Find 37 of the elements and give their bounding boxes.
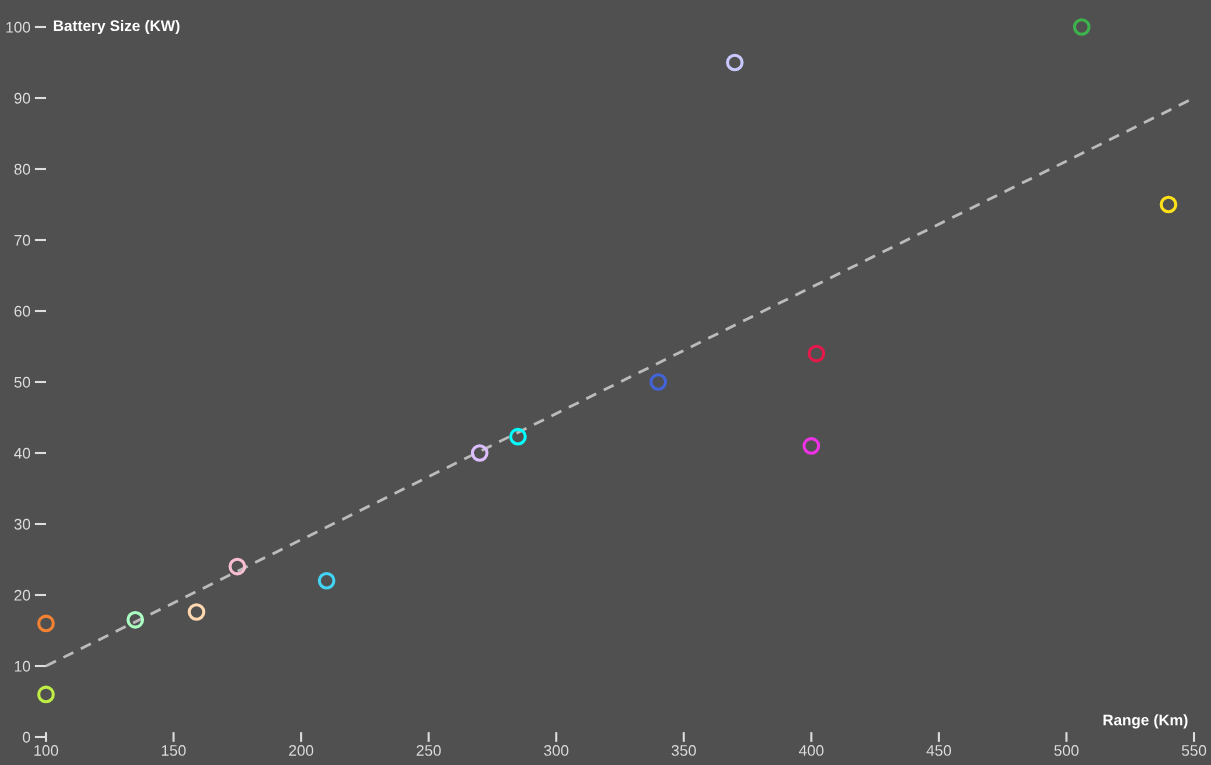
- x-tick-label: 550: [1181, 745, 1207, 756]
- point: [317, 571, 336, 590]
- x-tick-label: 250: [416, 745, 441, 756]
- x-tick-label: 100: [34, 745, 59, 756]
- point: [187, 603, 206, 621]
- point: [37, 685, 55, 704]
- x-axis-title: Range (Km): [1103, 714, 1188, 729]
- x-tick-label: 450: [926, 745, 952, 756]
- point: [802, 437, 821, 455]
- point: [470, 444, 489, 462]
- point: [1072, 18, 1091, 36]
- y-tick-label: 60: [14, 305, 31, 317]
- point: [509, 427, 527, 446]
- point: [725, 53, 744, 72]
- y-tick-label: 70: [14, 234, 31, 246]
- point: [649, 373, 668, 391]
- y-tick-label: 30: [14, 518, 31, 530]
- point: [807, 344, 826, 363]
- point: [126, 611, 145, 629]
- y-axis-title: Battery Size (KW): [53, 19, 180, 35]
- y-tick-label: 0: [22, 731, 31, 743]
- y-tick-label: 90: [14, 92, 31, 104]
- y-tick-label: 10: [14, 660, 31, 672]
- point: [37, 614, 55, 633]
- x-tick-label: 200: [289, 745, 314, 756]
- x-tick-label: 150: [161, 745, 186, 756]
- x-tick-label: 400: [798, 745, 824, 756]
- x-tick-label: 300: [544, 745, 569, 756]
- y-tick-label: 80: [14, 163, 31, 175]
- y-tick-label: 100: [6, 21, 31, 33]
- y-tick-label: 50: [14, 376, 31, 388]
- point: [228, 557, 247, 576]
- x-tick-label: 350: [671, 745, 696, 756]
- y-tick-label: 20: [14, 589, 31, 601]
- point: [1159, 195, 1178, 214]
- x-tick-label: 500: [1054, 745, 1079, 756]
- y-tick-label: 40: [14, 447, 31, 459]
